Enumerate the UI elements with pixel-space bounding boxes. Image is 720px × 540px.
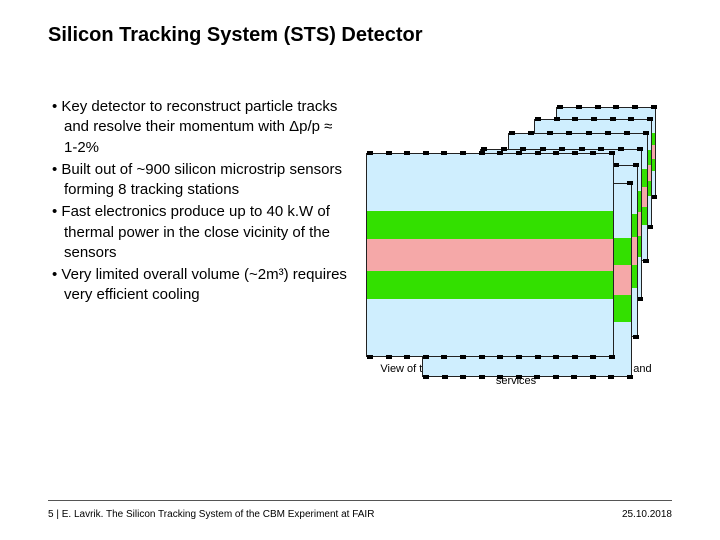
frame-mark <box>590 151 596 155</box>
frame-mark <box>633 335 639 339</box>
detector-panel <box>366 153 614 357</box>
footer: 5 | E. Lavrik. The Silicon Tracking Syst… <box>48 509 672 520</box>
frame-mark <box>386 151 392 155</box>
frame-mark <box>534 375 540 379</box>
frame-mark <box>576 105 582 109</box>
frame-mark <box>423 375 429 379</box>
frame-mark <box>441 355 447 359</box>
panel-stripe <box>367 239 613 271</box>
frame-mark <box>367 151 373 155</box>
frame-mark <box>605 131 611 135</box>
frame-mark <box>637 147 643 151</box>
frame-mark <box>497 151 503 155</box>
frame-mark <box>367 355 373 359</box>
frame-mark <box>553 375 559 379</box>
frame-mark <box>609 151 615 155</box>
slide-title: Silicon Tracking System (STS) Detector <box>48 24 672 47</box>
frame-mark <box>553 355 559 359</box>
frame-mark <box>516 355 522 359</box>
frame-mark <box>423 355 429 359</box>
frame-mark <box>595 105 601 109</box>
frame-mark <box>627 375 633 379</box>
frame-mark <box>460 355 466 359</box>
frame-mark <box>535 355 541 359</box>
frame-mark <box>598 147 604 151</box>
frame-mark <box>423 151 429 155</box>
bullet-list: Key detector to reconstruct particle tra… <box>48 97 348 486</box>
frame-mark <box>557 105 563 109</box>
figure-column: View of the STS detector without thermal… <box>360 97 672 486</box>
frame-mark <box>497 355 503 359</box>
frame-mark <box>628 117 634 121</box>
frame-mark <box>441 151 447 155</box>
frame-mark <box>404 355 410 359</box>
panel-stripe <box>367 271 613 299</box>
frame-mark <box>460 375 466 379</box>
frame-mark <box>579 147 585 151</box>
detector-figure <box>366 97 666 357</box>
frame-mark <box>554 117 560 121</box>
slide: Silicon Tracking System (STS) Detector K… <box>0 0 720 540</box>
frame-mark <box>535 151 541 155</box>
panel-stripe <box>367 211 613 239</box>
frame-mark <box>591 117 597 121</box>
frame-mark <box>643 131 649 135</box>
frame-mark <box>528 131 534 135</box>
frame-mark <box>572 117 578 121</box>
bullet-item: Fast electronics produce up to 40 k.W of… <box>48 202 348 263</box>
frame-mark <box>608 375 614 379</box>
frame-mark <box>460 151 466 155</box>
frame-mark <box>535 117 541 121</box>
frame-mark <box>479 151 485 155</box>
frame-mark <box>479 355 485 359</box>
frame-mark <box>547 131 553 135</box>
frame-mark <box>618 147 624 151</box>
frame-mark <box>566 131 572 135</box>
frame-mark <box>553 151 559 155</box>
frame-mark <box>559 147 565 151</box>
frame-mark <box>624 131 630 135</box>
footer-divider <box>48 500 672 501</box>
frame-mark <box>590 355 596 359</box>
frame-mark <box>651 105 657 109</box>
frame-mark <box>442 375 448 379</box>
bullet-item: Built out of ~900 silicon microstrip sen… <box>48 160 348 201</box>
frame-mark <box>633 163 639 167</box>
frame-mark <box>404 151 410 155</box>
footer-right: 25.10.2018 <box>622 509 672 520</box>
frame-mark <box>509 131 515 135</box>
bullet-item: Very limited overall volume (~2m³) requi… <box>48 265 348 306</box>
frame-mark <box>572 151 578 155</box>
frame-mark <box>610 117 616 121</box>
frame-mark <box>590 375 596 379</box>
frame-mark <box>609 355 615 359</box>
frame-mark <box>572 355 578 359</box>
frame-mark <box>516 375 522 379</box>
frame-mark <box>571 375 577 379</box>
frame-mark <box>386 355 392 359</box>
bullet-item: Key detector to reconstruct particle tra… <box>48 97 348 158</box>
frame-mark <box>632 105 638 109</box>
content-row: Key detector to reconstruct particle tra… <box>48 97 672 486</box>
frame-mark <box>613 105 619 109</box>
frame-mark <box>643 259 649 263</box>
frame-mark <box>627 181 633 185</box>
frame-mark <box>516 151 522 155</box>
frame-mark <box>586 131 592 135</box>
footer-left: 5 | E. Lavrik. The Silicon Tracking Syst… <box>48 509 374 520</box>
frame-mark <box>497 375 503 379</box>
frame-mark <box>647 117 653 121</box>
frame-mark <box>479 375 485 379</box>
